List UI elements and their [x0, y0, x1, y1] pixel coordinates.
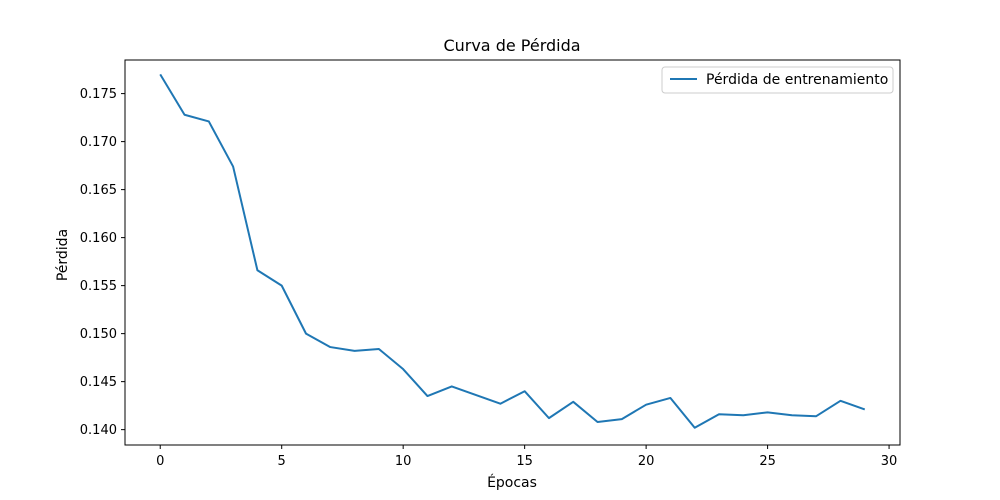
x-tick-label: 30: [881, 454, 898, 469]
y-tick-label: 0.155: [80, 279, 117, 294]
y-tick-label: 0.175: [80, 87, 117, 102]
y-axis-label: Pérdida: [55, 229, 71, 281]
y-axis: 0.140 0.145 0.150 0.155 0.160 0.165 0.170 0.175: [80, 87, 125, 438]
x-tick-label: 5: [278, 454, 286, 469]
chart-title: Curva de Pérdida: [443, 36, 580, 55]
x-tick-label: 25: [759, 454, 776, 469]
x-tick-label: 20: [638, 454, 655, 469]
y-tick-label: 0.145: [80, 375, 117, 390]
x-axis: 0 5 10 15 20 25 30: [156, 445, 897, 469]
y-tick-label: 0.140: [80, 423, 117, 438]
x-tick-label: 0: [156, 454, 164, 469]
series-line-perdida-entrenamiento: [159, 73, 866, 429]
x-axis-label: Épocas: [487, 474, 537, 491]
x-tick-label: 10: [395, 454, 412, 469]
y-tick-label: 0.165: [80, 183, 117, 198]
legend: Pérdida de entrenamiento: [661, 66, 894, 94]
y-tick-label: 0.170: [80, 135, 117, 150]
axes-frame: [124, 59, 901, 446]
y-tick-label: 0.160: [80, 231, 117, 246]
x-tick-label: 15: [516, 454, 533, 469]
legend-label: Pérdida de entrenamiento: [706, 72, 888, 88]
y-tick-label: 0.150: [80, 327, 117, 342]
plot-area: [159, 73, 866, 429]
legend-box: [661, 66, 894, 94]
